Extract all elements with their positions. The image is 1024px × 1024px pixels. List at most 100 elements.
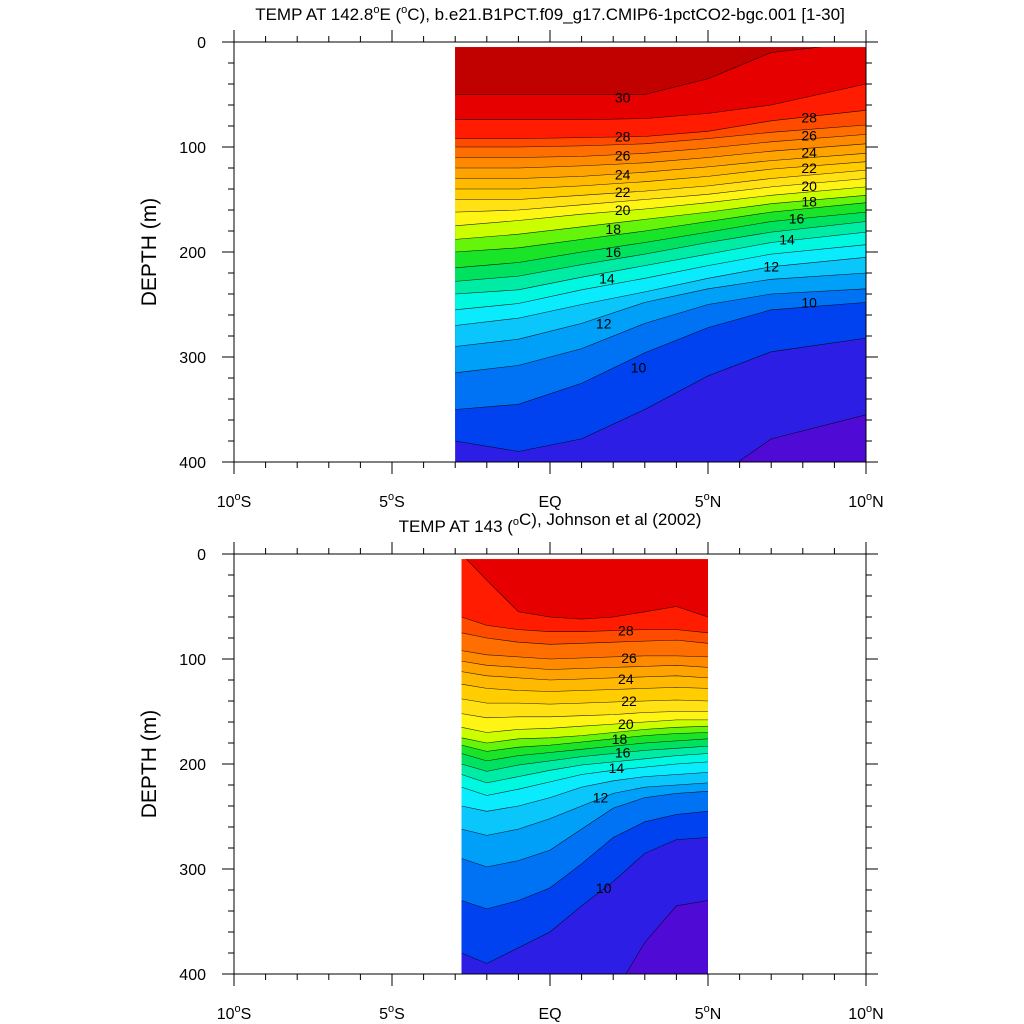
isotherm-10	[455, 302, 866, 410]
isotherm-29	[466, 559, 708, 620]
isotherm-28	[461, 616, 708, 634]
band-30	[455, 47, 819, 95]
x-tick-label: 10oS	[217, 1003, 252, 1023]
isotherm-19	[461, 725, 708, 744]
isotherm-27	[461, 632, 708, 645]
contour-label: 12	[593, 790, 609, 806]
isotherm-9	[461, 837, 708, 964]
isotherm-13	[455, 257, 866, 326]
contour-label: 22	[801, 160, 817, 176]
isotherm-21	[455, 178, 866, 213]
isotherm-16	[455, 221, 866, 282]
y-tick-label: 400	[179, 967, 206, 984]
contour-label: 18	[801, 194, 817, 210]
x-tick-label: 5oS	[379, 1003, 405, 1023]
contour-label: 22	[615, 184, 631, 200]
isotherm-12	[455, 272, 866, 347]
contour-label: 12	[763, 259, 779, 275]
y-tick-label: 200	[179, 245, 206, 262]
contour-label: 30	[615, 90, 631, 106]
contour-label: 26	[801, 127, 817, 143]
x-tick-label: 5oN	[695, 491, 722, 511]
x-tick-label: 5oS	[379, 491, 405, 511]
isotherm-25	[455, 143, 866, 169]
isotherm-15	[455, 231, 866, 295]
contour-label: 18	[605, 221, 621, 237]
isotherm-11	[455, 288, 866, 374]
contour-label: 28	[618, 623, 634, 639]
band-29	[466, 559, 708, 620]
isotherm-22	[461, 698, 708, 705]
isotherm-20	[455, 186, 866, 227]
isotherm-29	[455, 83, 866, 120]
contour-label: 24	[615, 166, 631, 182]
y-tick-label: 100	[179, 140, 206, 157]
contour-field	[461, 559, 708, 974]
isotherm-28	[455, 110, 866, 139]
isotherm-26	[461, 650, 708, 660]
contour-label: 16	[615, 744, 631, 760]
contour-label: 14	[599, 270, 615, 286]
isotherm-18	[455, 202, 866, 253]
isotherm-17	[461, 738, 708, 762]
y-tick-label: 300	[179, 350, 206, 367]
contour-label: 10	[801, 294, 817, 310]
contour-label: 14	[779, 231, 795, 247]
x-tick-label: EQ	[538, 494, 561, 511]
y-tick-label: 200	[179, 757, 206, 774]
isotherm-24	[455, 153, 866, 179]
y-axis-label: DEPTH (m)	[138, 710, 161, 819]
isotherm-11	[461, 791, 708, 868]
contour-label: 24	[801, 144, 817, 160]
contour-label: 20	[618, 716, 634, 732]
y-tick-label: 0	[197, 35, 206, 52]
contour-label: 12	[596, 315, 612, 331]
isotherm-30	[455, 47, 822, 95]
contour-label: 18	[612, 731, 628, 747]
isotherm-21	[461, 711, 708, 719]
contour-label: 16	[789, 210, 805, 226]
x-tick-label: 10oN	[848, 1003, 883, 1023]
isotherm-9	[455, 337, 866, 452]
y-tick-label: 100	[179, 652, 206, 669]
isotherm-14	[455, 244, 866, 311]
isotherm-19	[455, 195, 866, 240]
chart-title: TEMP AT 142.8oE (oC), b.e21.B1PCT.f09_g1…	[255, 4, 845, 24]
isotherm-18	[461, 732, 708, 752]
contour-label: 28	[801, 110, 817, 126]
isotherm-26	[455, 134, 866, 158]
contour-field	[455, 47, 866, 462]
isotherm-24	[461, 671, 708, 681]
isotherm-20	[461, 719, 708, 733]
isotherm-13	[461, 772, 708, 812]
x-tick-label: 10oS	[217, 491, 252, 511]
contour-label: 16	[605, 244, 621, 260]
chart-title: TEMP AT 143 (oC), Johnson et al (2002)	[399, 510, 702, 536]
contour-label: 10	[596, 880, 612, 896]
contour-label: 28	[615, 129, 631, 145]
isotherm-15	[461, 753, 708, 784]
isotherm-8	[625, 900, 708, 974]
contour-label: 10	[631, 360, 647, 376]
isotherm-12	[461, 782, 708, 836]
contour-label: 24	[618, 671, 634, 687]
y-axis-label: DEPTH (m)	[138, 198, 161, 307]
contour-label: 20	[615, 202, 631, 218]
isotherm-17	[455, 211, 866, 269]
x-tick-label: 10oN	[848, 491, 883, 511]
isotherm-22	[455, 169, 866, 200]
isotherm-23	[455, 161, 866, 190]
contour-label: 22	[621, 693, 637, 709]
y-tick-label: 300	[179, 862, 206, 879]
x-tick-label: EQ	[538, 1006, 561, 1023]
contour-label: 26	[621, 650, 637, 666]
contour-label: 14	[609, 760, 625, 776]
x-tick-label: 5oN	[695, 1003, 722, 1023]
y-tick-label: 400	[179, 455, 206, 472]
y-tick-label: 0	[197, 547, 206, 564]
isotherm-10	[461, 811, 708, 910]
isotherm-23	[461, 683, 708, 692]
isotherm-8	[737, 414, 866, 462]
